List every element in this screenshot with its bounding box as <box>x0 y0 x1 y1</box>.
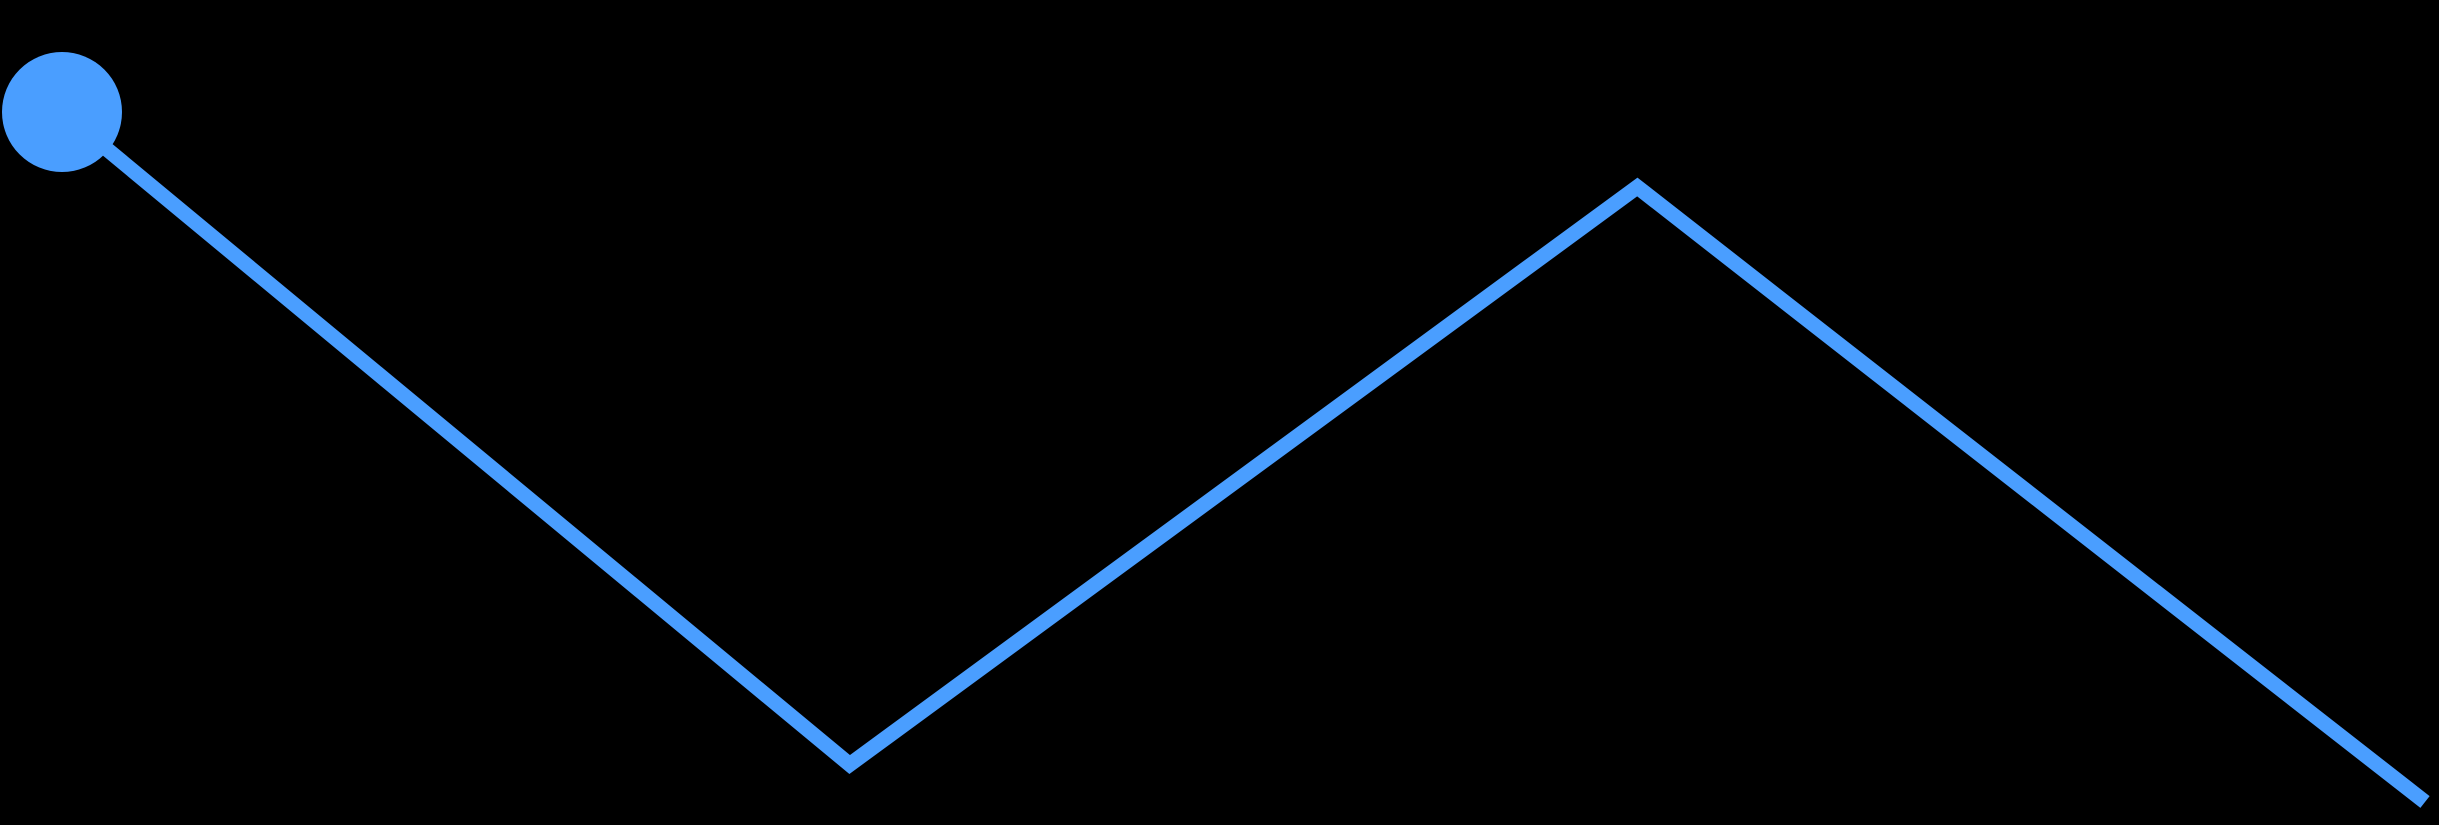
start-point-marker <box>2 52 122 172</box>
series-line-1 <box>57 106 2430 808</box>
series-layer <box>2 52 2430 808</box>
